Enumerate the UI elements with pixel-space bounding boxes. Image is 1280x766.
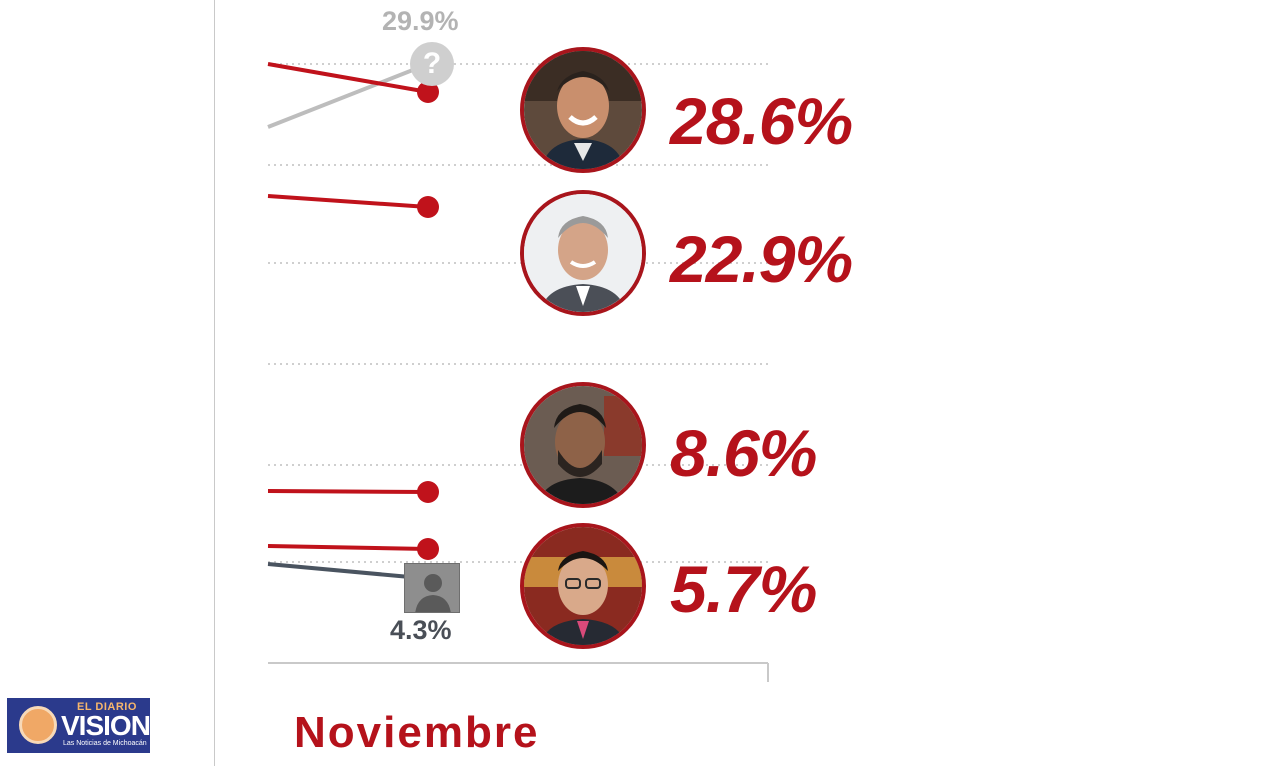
person-silhouette-icon	[404, 563, 460, 613]
question-mark-icon: ?	[410, 42, 454, 86]
series-line-3	[267, 489, 429, 494]
series-point-4	[417, 538, 439, 560]
value-label-candidate-3: 8.6%	[670, 416, 817, 490]
candidate-2-avatar	[520, 190, 646, 316]
value-label-candidate-4: 5.7%	[670, 552, 817, 626]
el-diario-vision-logo: EL DIARIO VISION Las Noticias de Michoac…	[7, 698, 151, 753]
candidate-4-avatar	[520, 523, 646, 649]
series-label-other: 4.3%	[390, 615, 452, 645]
series-line-2	[267, 194, 429, 209]
logo-main-text: VISION	[61, 710, 151, 741]
series-point-1	[417, 81, 439, 103]
series-line-4	[267, 544, 429, 551]
candidate-3-avatar	[520, 382, 646, 508]
page-divider	[214, 0, 215, 766]
series-label-undecided: 29.9%	[382, 6, 459, 36]
series-point-2	[417, 196, 439, 218]
series-line-5	[267, 62, 429, 129]
candidate-1-avatar	[520, 47, 646, 173]
logo-top-text: EL DIARIO	[77, 701, 137, 713]
series-line-6	[267, 562, 411, 579]
series-line-1	[267, 62, 429, 94]
series-point-3	[417, 481, 439, 503]
logo-sub-text: Las Noticias de Michoacán	[63, 740, 147, 747]
value-label-candidate-2: 22.9%	[670, 222, 853, 296]
sun-logo-icon	[19, 706, 57, 744]
value-label-candidate-1: 28.6%	[670, 84, 853, 158]
x-axis-month-label: Noviembre	[294, 708, 540, 757]
